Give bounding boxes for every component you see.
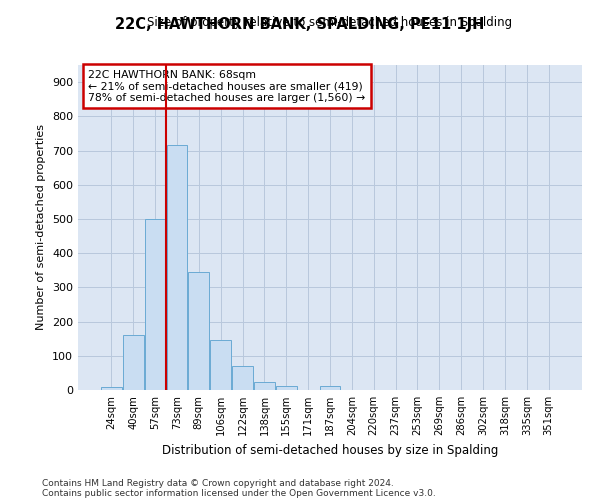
- Title: Size of property relative to semi-detached houses in Spalding: Size of property relative to semi-detach…: [148, 16, 512, 29]
- Text: Contains public sector information licensed under the Open Government Licence v3: Contains public sector information licen…: [42, 488, 436, 498]
- Text: Contains HM Land Registry data © Crown copyright and database right 2024.: Contains HM Land Registry data © Crown c…: [42, 478, 394, 488]
- Bar: [188, 272, 209, 390]
- Bar: [276, 386, 296, 390]
- Bar: [123, 336, 143, 390]
- Bar: [101, 388, 122, 390]
- Text: 22C HAWTHORN BANK: 68sqm
← 21% of semi-detached houses are smaller (419)
78% of : 22C HAWTHORN BANK: 68sqm ← 21% of semi-d…: [88, 70, 365, 103]
- Text: 22C, HAWTHORN BANK, SPALDING, PE11 1JH: 22C, HAWTHORN BANK, SPALDING, PE11 1JH: [115, 18, 485, 32]
- X-axis label: Distribution of semi-detached houses by size in Spalding: Distribution of semi-detached houses by …: [162, 444, 498, 456]
- Bar: [145, 219, 166, 390]
- Bar: [167, 146, 187, 390]
- Bar: [254, 382, 275, 390]
- Y-axis label: Number of semi-detached properties: Number of semi-detached properties: [37, 124, 46, 330]
- Bar: [320, 386, 340, 390]
- Bar: [210, 340, 231, 390]
- Bar: [232, 366, 253, 390]
